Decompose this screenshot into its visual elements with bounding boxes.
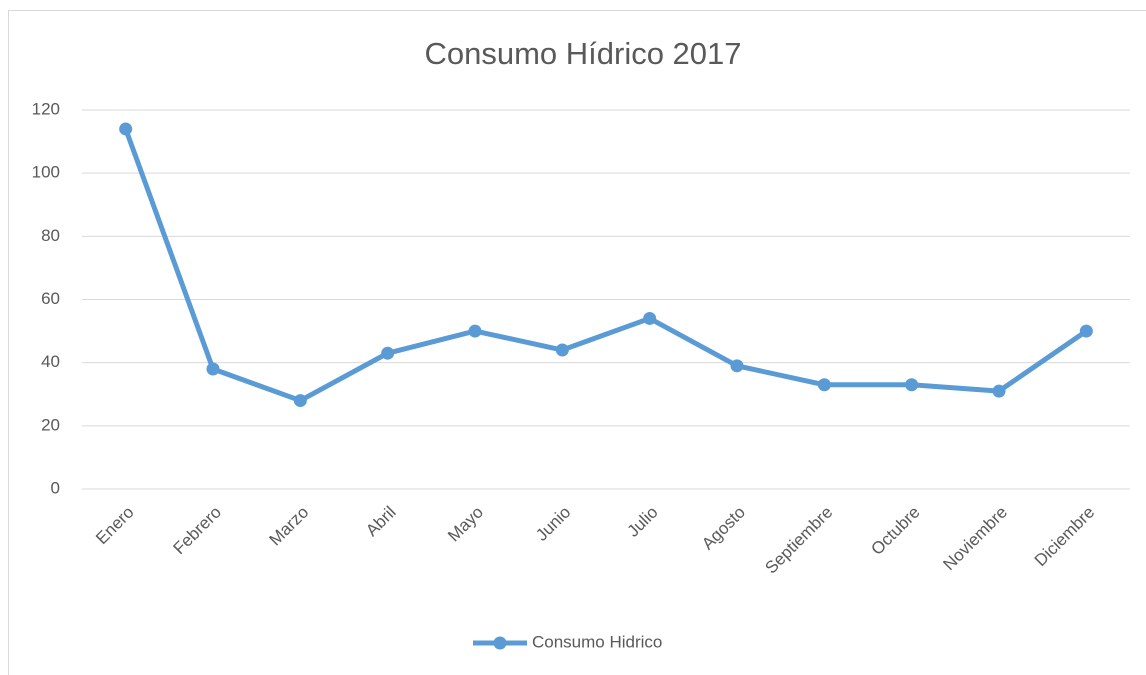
data-point (468, 324, 482, 338)
y-tick-label: 80 (41, 226, 60, 245)
series-line (123, 128, 1088, 404)
data-point (206, 362, 220, 376)
y-tick-label: 40 (41, 352, 60, 371)
chart-title: Consumo Hídrico 2017 (424, 36, 741, 71)
data-point (119, 122, 133, 136)
data-point (555, 343, 569, 357)
legend-label: Consumo Hidrico (532, 632, 662, 651)
data-point (817, 378, 831, 392)
y-tick-label: 120 (32, 99, 60, 118)
data-point (730, 359, 744, 373)
data-point (1079, 324, 1093, 338)
y-tick-label: 0 (51, 478, 60, 497)
y-tick-label: 60 (41, 289, 60, 308)
data-point (992, 384, 1006, 398)
y-tick-label: 20 (41, 415, 60, 434)
data-point (381, 346, 395, 360)
legend-marker (493, 636, 507, 650)
data-point (643, 311, 657, 325)
data-point (905, 378, 919, 392)
data-point (293, 394, 307, 408)
y-tick-label: 100 (32, 163, 60, 182)
